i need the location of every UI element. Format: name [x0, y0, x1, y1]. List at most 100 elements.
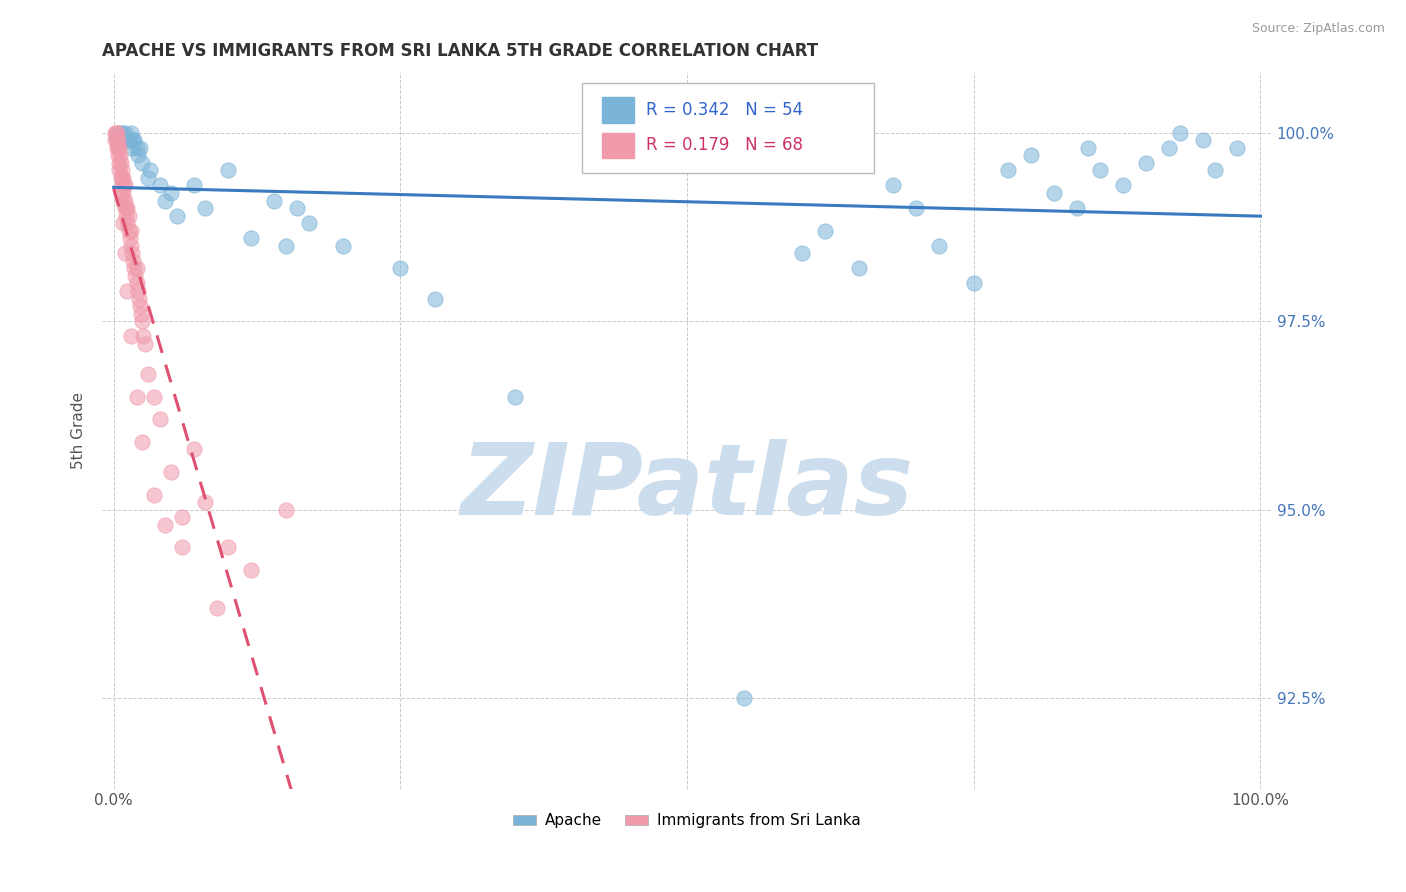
Point: [111, 216, 134, 230]
Point: [183, 442, 205, 457]
Point: [1204, 163, 1226, 178]
Point: [120, 239, 142, 253]
Point: [503, 390, 526, 404]
Point: [814, 224, 837, 238]
Point: [172, 541, 194, 555]
Point: [111, 133, 134, 147]
Point: [1066, 201, 1088, 215]
Point: [105, 133, 128, 147]
Point: [172, 510, 194, 524]
Point: [105, 141, 128, 155]
Point: [122, 253, 145, 268]
Point: [1192, 133, 1215, 147]
Point: [125, 261, 148, 276]
Point: [120, 329, 142, 343]
Point: [117, 284, 139, 298]
Point: [129, 307, 152, 321]
Point: [160, 465, 183, 479]
Point: [129, 299, 152, 313]
Point: [131, 434, 153, 449]
Point: [848, 261, 870, 276]
Point: [127, 284, 149, 298]
Point: [117, 201, 139, 215]
Point: [125, 277, 148, 291]
Point: [298, 216, 321, 230]
Text: R = 0.179   N = 68: R = 0.179 N = 68: [647, 136, 803, 154]
Point: [124, 268, 146, 283]
Point: [108, 126, 131, 140]
Point: [110, 186, 132, 200]
Point: [136, 367, 159, 381]
Point: [1226, 141, 1249, 155]
Point: [1157, 141, 1180, 155]
Point: [240, 231, 263, 245]
Point: [120, 126, 142, 140]
Point: [124, 133, 146, 147]
Point: [111, 171, 134, 186]
Point: [217, 541, 239, 555]
Text: R = 0.342   N = 54: R = 0.342 N = 54: [647, 101, 803, 119]
Point: [125, 390, 148, 404]
Point: [108, 163, 131, 178]
Point: [733, 691, 755, 706]
Point: [134, 336, 156, 351]
FancyBboxPatch shape: [602, 96, 634, 122]
Legend: Apache, Immigrants from Sri Lanka: Apache, Immigrants from Sri Lanka: [508, 807, 868, 835]
Point: [963, 277, 986, 291]
Point: [194, 201, 217, 215]
Point: [997, 163, 1019, 178]
Text: ZIPatlas: ZIPatlas: [461, 439, 914, 536]
Point: [1043, 186, 1066, 200]
Point: [905, 201, 928, 215]
Point: [107, 148, 129, 162]
Point: [114, 246, 136, 260]
Point: [1088, 163, 1111, 178]
Point: [183, 178, 205, 193]
Point: [1135, 156, 1157, 170]
Point: [1019, 148, 1042, 162]
Point: [128, 292, 150, 306]
Point: [131, 314, 153, 328]
Point: [240, 563, 263, 577]
Point: [142, 487, 165, 501]
Point: [274, 502, 297, 516]
Point: [111, 186, 134, 200]
Point: [928, 239, 950, 253]
Point: [117, 216, 139, 230]
Point: [136, 171, 159, 186]
Point: [263, 194, 285, 208]
Point: [1112, 178, 1135, 193]
Point: [790, 246, 813, 260]
Point: [131, 156, 153, 170]
Point: [120, 224, 142, 238]
Point: [115, 201, 138, 215]
Y-axis label: 5th Grade: 5th Grade: [72, 392, 86, 469]
Point: [132, 329, 155, 343]
Point: [217, 163, 239, 178]
Point: [389, 261, 412, 276]
Point: [121, 141, 143, 155]
Point: [111, 126, 134, 140]
Point: [121, 246, 143, 260]
Point: [110, 171, 132, 186]
Point: [285, 201, 308, 215]
Point: [125, 141, 148, 155]
Point: [118, 133, 141, 147]
Point: [423, 292, 446, 306]
Point: [117, 209, 139, 223]
Point: [205, 600, 228, 615]
Text: Source: ZipAtlas.com: Source: ZipAtlas.com: [1251, 22, 1385, 36]
Point: [274, 239, 297, 253]
Point: [114, 201, 136, 215]
Point: [111, 163, 134, 178]
Point: [108, 148, 131, 162]
Point: [139, 163, 162, 178]
Point: [107, 141, 129, 155]
Point: [104, 126, 127, 140]
FancyBboxPatch shape: [582, 83, 875, 173]
Point: [108, 156, 131, 170]
Point: [118, 231, 141, 245]
Point: [1168, 126, 1191, 140]
Point: [115, 209, 138, 223]
Point: [129, 141, 152, 155]
